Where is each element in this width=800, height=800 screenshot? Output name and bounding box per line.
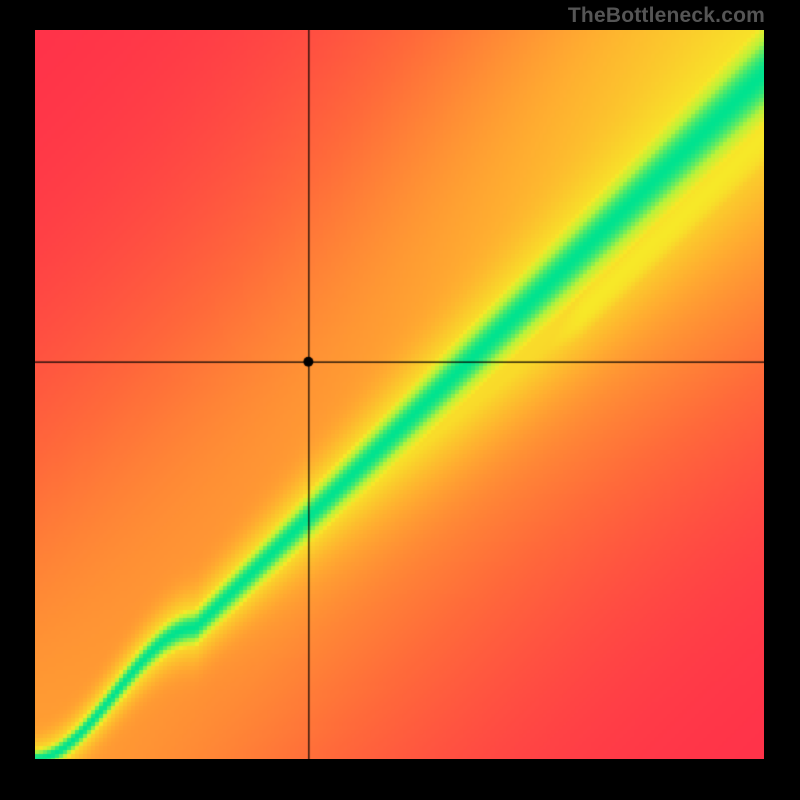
bottleneck-heatmap [35,30,764,759]
chart-container: TheBottleneck.com [0,0,800,800]
site-watermark: TheBottleneck.com [568,4,765,28]
